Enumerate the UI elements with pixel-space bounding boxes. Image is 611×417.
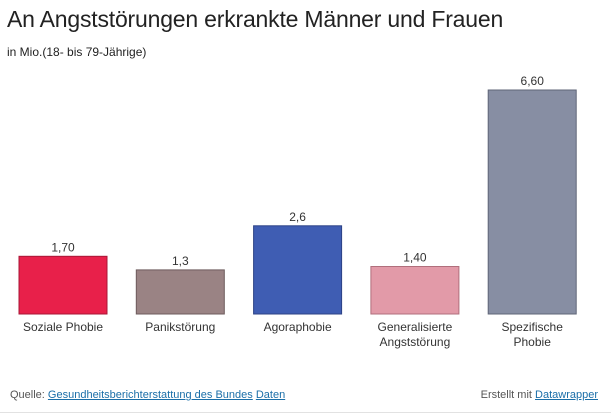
category-label: Angststörung	[380, 335, 451, 349]
category-label: Phobie	[514, 335, 552, 349]
value-label: 6,60	[521, 74, 545, 88]
value-label: 1,3	[172, 254, 189, 268]
bar	[135, 269, 225, 315]
bar	[18, 255, 108, 315]
source-link[interactable]: Gesundheitsberichterstattung des Bundes	[47, 389, 253, 401]
credit-prefix: Erstellt mit	[480, 389, 532, 401]
bar	[487, 89, 577, 315]
bar	[253, 225, 343, 315]
bottom-divider	[0, 412, 611, 413]
category-label: Agoraphobie	[264, 320, 332, 334]
bar-chart: 1,70 Soziale Phobie 1,3 Panikstörung 2,6 Agor…	[18, 74, 577, 349]
value-label: 2,6	[289, 210, 306, 224]
credit-footer: Erstellt mit Datawrapper	[481, 389, 598, 401]
chart-title: An Angststörungen erkrankte Männer und F…	[7, 6, 504, 32]
category-label: Generalisierte	[378, 320, 453, 334]
bar	[370, 266, 460, 315]
data-link[interactable]: Daten	[255, 389, 286, 401]
category-label: Panikstörung	[145, 320, 215, 334]
datawrapper-link[interactable]: Datawrapper	[535, 389, 598, 401]
chart-subtitle: in Mio.(18- bis 79-Jährige)	[7, 45, 147, 59]
value-label: 1,70	[51, 240, 75, 254]
category-label: Spezifische	[502, 320, 564, 334]
category-label: Soziale Phobie	[23, 320, 103, 334]
source-prefix: Quelle:	[10, 389, 45, 401]
source-footer: Quelle: Gesundheitsberichterstattung des…	[10, 389, 285, 401]
value-label: 1,40	[403, 251, 427, 265]
